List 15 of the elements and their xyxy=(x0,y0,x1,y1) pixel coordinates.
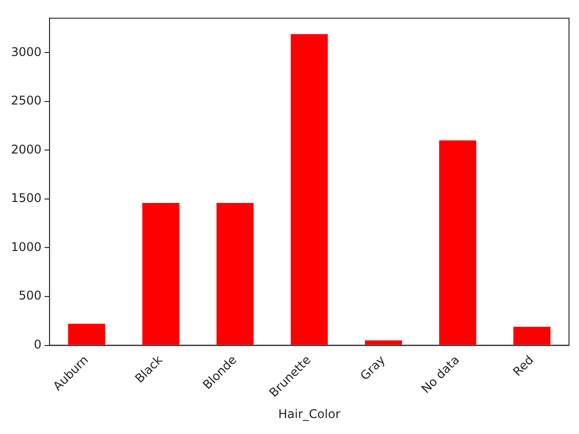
y-tick-label: 500 xyxy=(18,288,42,303)
y-tick-label: 1500 xyxy=(10,191,42,206)
bar xyxy=(513,326,550,345)
bar xyxy=(142,202,180,345)
y-tick-label: 2000 xyxy=(10,142,42,156)
bar xyxy=(439,140,476,345)
bar xyxy=(216,202,254,345)
bar xyxy=(364,340,402,345)
bar xyxy=(68,324,106,345)
bar xyxy=(290,34,328,345)
y-tick-label: 2500 xyxy=(10,94,42,108)
y-tick-label: 0 xyxy=(34,337,42,352)
y-tick-label: 3000 xyxy=(10,44,42,59)
y-tick-label: 1000 xyxy=(10,240,42,254)
x-axis-title: Hair_Color xyxy=(278,406,340,421)
